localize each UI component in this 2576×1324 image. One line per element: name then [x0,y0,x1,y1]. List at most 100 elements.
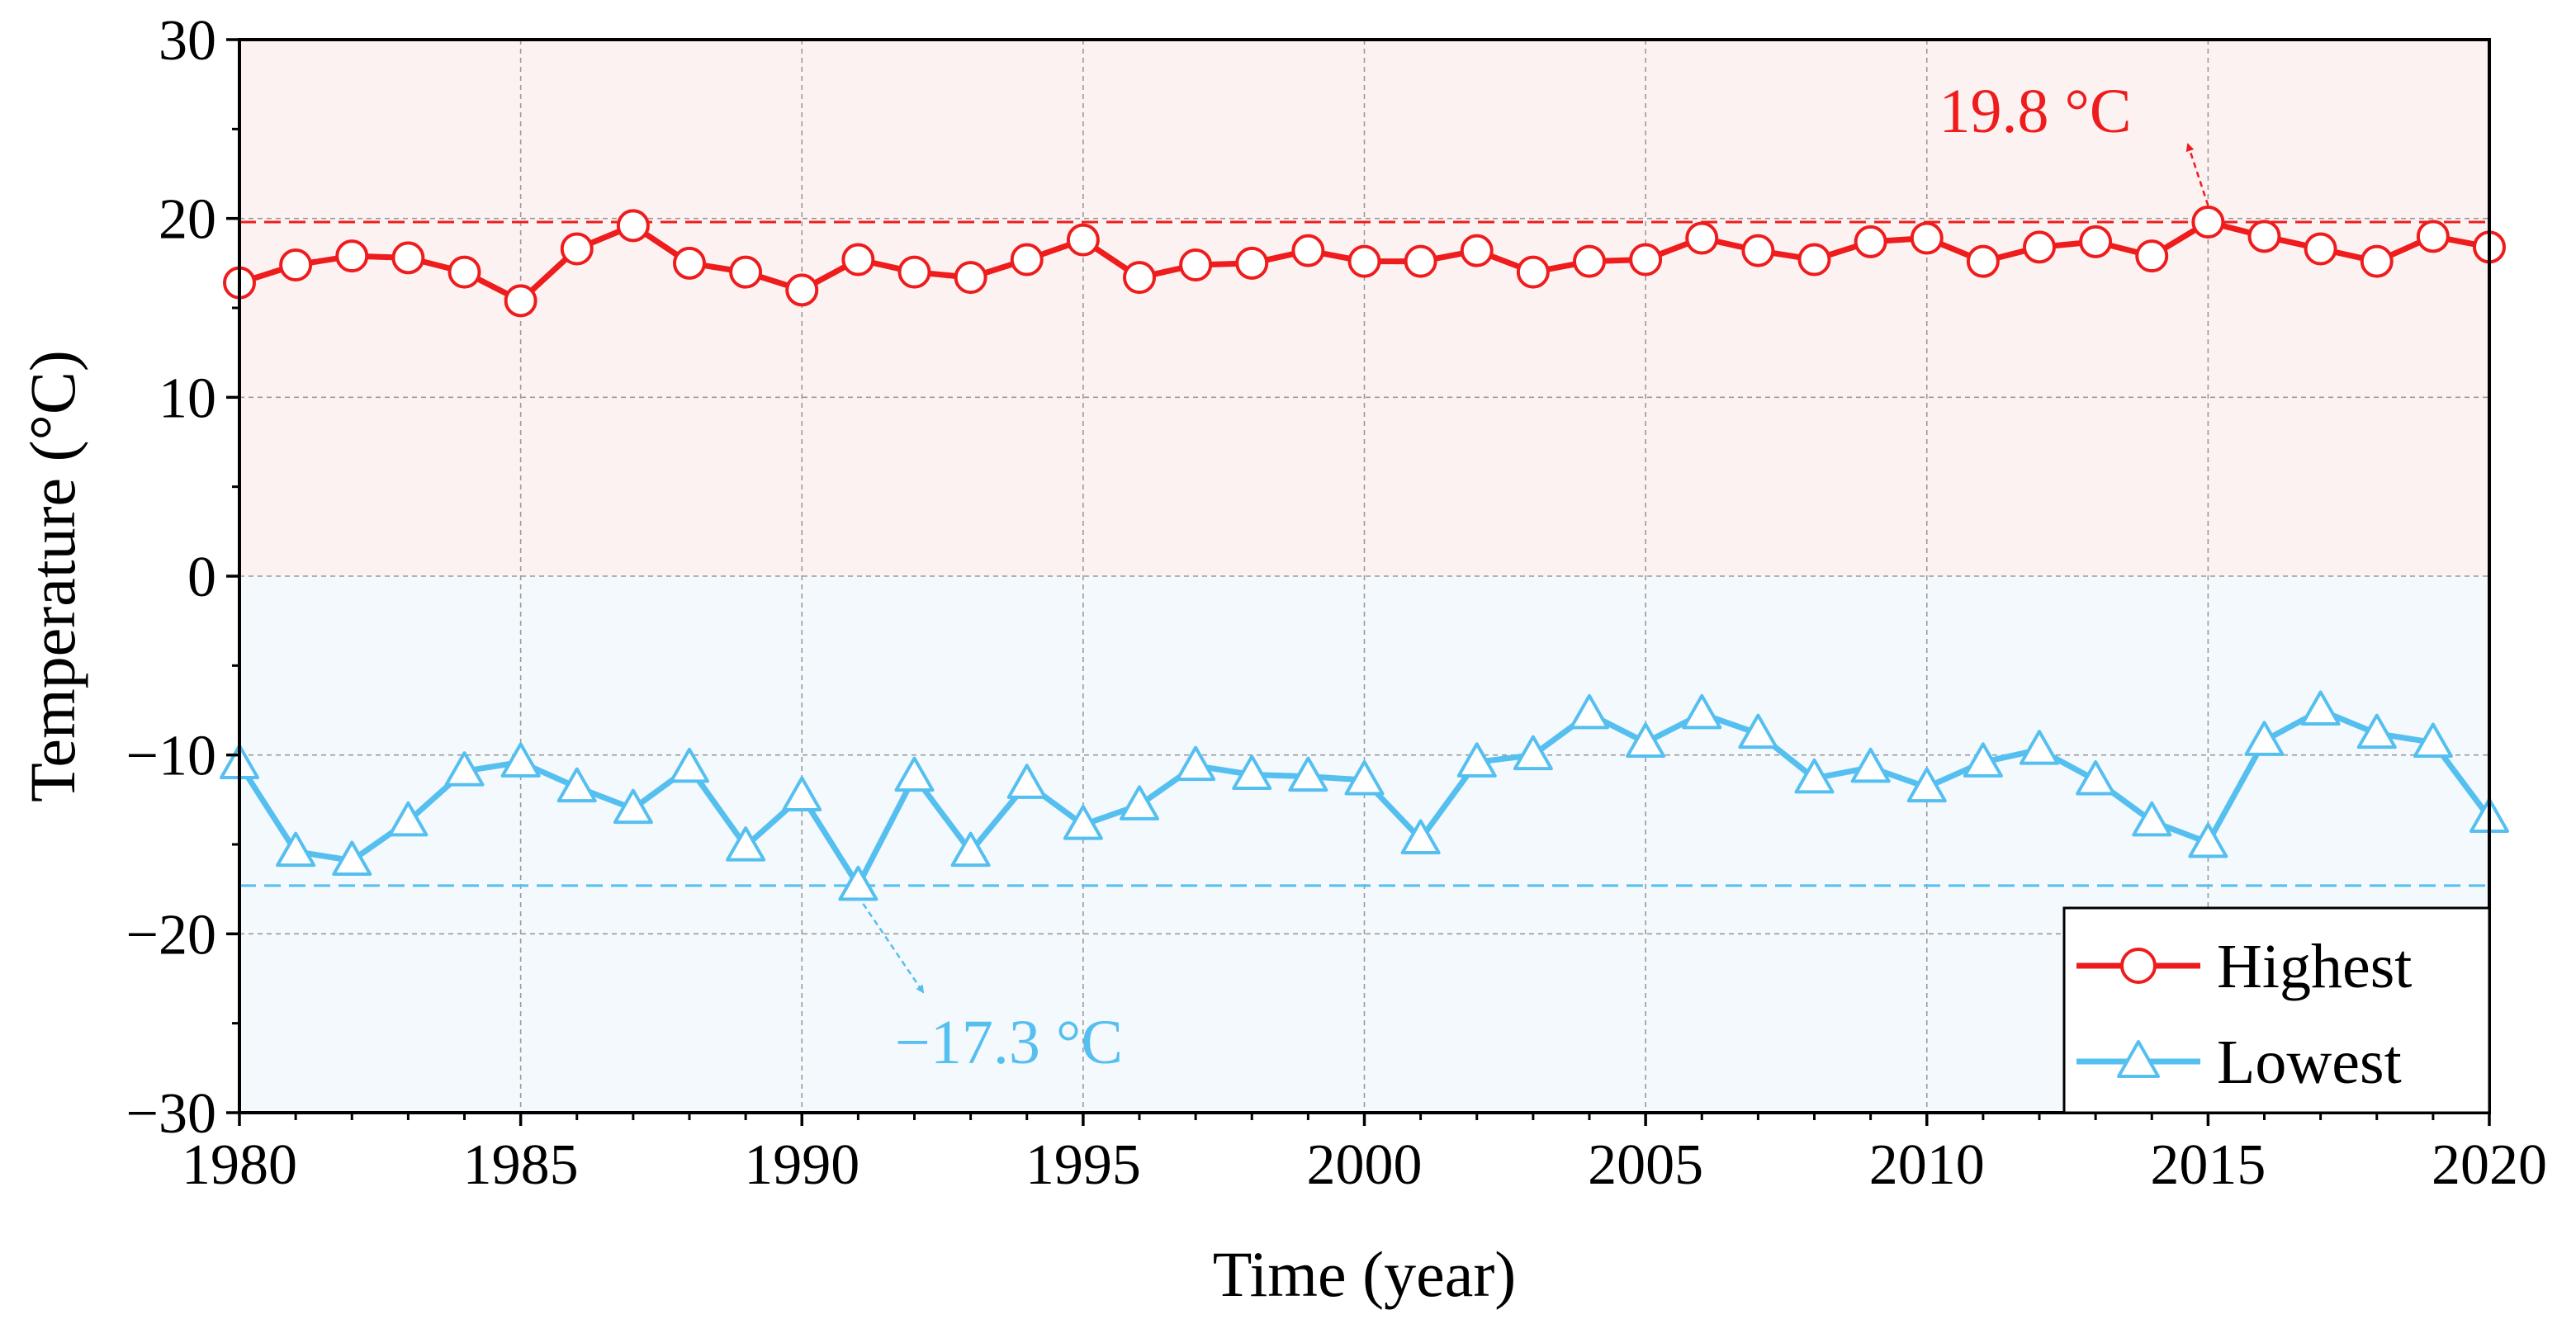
x-tick-label: 2010 [1869,1133,1985,1197]
highest-point [447,255,481,289]
min-annotation-arrow [862,903,925,994]
highest-point [1291,234,1325,267]
lowest-point [1344,760,1385,796]
legend-lowest-label: Lowest [2217,1028,2402,1097]
lowest-point [2188,822,2228,858]
max-annotation-arrow [2185,143,2209,206]
highest-point [1123,261,1156,295]
highest-point [673,246,706,280]
lowest-point [2244,721,2285,756]
lowest-point [1288,756,1328,792]
lowest-point [1063,805,1103,840]
y-tick-label: 20 [159,188,216,252]
annotations: 19.8 °C −17.3 °C [862,77,2209,1077]
highest-point [2304,232,2337,266]
highest-point [504,284,537,318]
lowest-point [1963,742,2003,778]
lowest-point [2132,801,2172,837]
x-tick-label: 1990 [744,1133,859,1197]
highest-point [1910,221,1944,255]
y-tick-label: −10 [126,725,216,788]
lowest-point [1006,764,1047,799]
x-axis-title: Time (year) [1213,1238,1517,1310]
highest-point [1629,243,1663,277]
reference-lines [239,220,2489,887]
highest-point [1460,234,1494,267]
axis-ticks: 1980 1985 1990 1995 2000 2005 2010 2015 2020−30−… [126,9,2547,1197]
lowest-point [276,831,316,868]
x-tick-label: 1995 [1025,1133,1141,1197]
legend-highest-marker [2120,948,2157,984]
highest-point [560,232,594,266]
lowest-point [1794,758,1835,794]
highest-point [1010,243,1044,277]
lowest-point [1682,693,1722,730]
highest-point [954,261,987,295]
highest-point [1573,244,1606,278]
highest-point [2135,239,2169,273]
legend-box [2062,906,2491,1114]
x-tick-label: 2000 [1307,1133,1423,1197]
highest-point [1235,246,1269,280]
highest-point [785,273,819,307]
max-annotation: 19.8 °C [1939,77,2131,146]
lowest-point [332,840,372,876]
lowest-point [1738,713,1778,749]
lowest-point [1626,722,1666,758]
highest-point [2191,206,2225,239]
lowest-point [2300,690,2341,726]
lowest-point [726,826,766,862]
lowest-point [1850,747,1891,783]
highest-series [223,206,2506,318]
x-tick-label: 2020 [2432,1133,2547,1197]
lowest-point [1906,767,1947,803]
lowest-point [1456,742,1497,778]
x-tick-label: 1985 [463,1133,579,1197]
highest-point [279,248,313,281]
highest-point [2247,220,2281,253]
highest-point [2416,220,2450,253]
lowest-point [782,776,822,811]
highest-point [2079,225,2113,258]
legend-highest-label: Highest [2217,932,2412,1001]
highest-point [1854,225,1887,258]
lowest-point [2413,722,2453,758]
lowest-point [838,865,878,901]
x-tick-label: 2015 [2150,1133,2266,1197]
y-axis-title: Temperature (°C) [17,350,88,802]
min-annotation: −17.3 °C [895,1008,1123,1077]
y-tick-label: 0 [187,546,216,609]
y-tick-label: 10 [159,366,216,430]
highest-point [1516,255,1550,289]
highest-point [335,239,369,273]
highest-point [2023,230,2056,264]
lowest-point [2076,760,2116,796]
highest-point [897,255,931,289]
lowest-point [556,767,597,803]
highest-point [391,241,425,275]
lowest-point [613,788,653,825]
highest-point [1741,234,1775,267]
lowest-point [894,756,935,792]
lowest-point [388,801,429,837]
highest-point [1797,243,1831,277]
highest-point [616,209,650,243]
lowest-point [670,747,709,783]
lowest-point [1570,693,1609,730]
lowest-point [1120,785,1159,820]
lowest-point [2356,713,2397,749]
lowest-point [2020,730,2059,765]
lowest-point [500,742,541,778]
highest-point [1404,244,1437,278]
legend: Highest Lowest [2062,906,2491,1114]
background-bands [239,40,2489,1113]
lowest-point [1400,819,1441,854]
x-tick-label: 1980 [182,1133,297,1197]
highest-point [729,255,763,289]
highest-point [1179,248,1213,281]
highest-point [841,243,875,277]
highest-point [2360,244,2394,278]
highest-point [1347,244,1381,278]
lowest-point [1232,754,1272,790]
